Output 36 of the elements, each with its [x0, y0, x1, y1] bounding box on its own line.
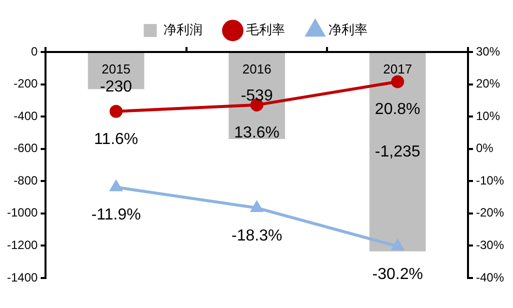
y2-tick-label: 20% [476, 76, 500, 91]
legend-label: 净利润 [163, 22, 202, 38]
data-label: 20.8% [374, 101, 420, 118]
legend-label: 毛利率 [246, 22, 285, 38]
y-tick-label: -600 [14, 141, 38, 156]
legend-label: 净利率 [328, 22, 368, 38]
y2-tick-label: -40% [476, 270, 504, 284]
y-tick-label: -1200 [6, 238, 38, 252]
data-label: -230 [100, 78, 132, 96]
point [392, 240, 404, 250]
y2-tick-label: 10% [476, 108, 500, 123]
data-label: 13.6% [234, 124, 280, 142]
point [110, 180, 122, 192]
x-tick-label: 2017 [383, 62, 412, 77]
y-tick-label: -1000 [6, 206, 38, 220]
data-label: -30.2% [372, 266, 423, 283]
point [251, 201, 263, 212]
data-label: -1,235 [374, 144, 420, 161]
y2-tick-label: 30% [476, 44, 500, 58]
point [110, 104, 123, 118]
y2-tick-label: -30% [476, 238, 504, 252]
x-tick-label: 2015 [102, 62, 131, 77]
x-tick-label: 2016 [242, 62, 272, 77]
y2-tick-label: -10% [476, 173, 504, 188]
y-tick-label: -800 [14, 173, 38, 188]
data-label: -18.3% [231, 227, 282, 244]
y2-tick-label: 0% [476, 141, 494, 156]
y-tick-label: -200 [14, 76, 38, 91]
y-tick-label: 0 [31, 44, 38, 58]
y-tick-label: -400 [14, 108, 38, 123]
y2-tick-label: -20% [476, 206, 504, 220]
data-label: -11.9% [91, 206, 141, 224]
data-label: 11.6% [94, 130, 138, 148]
y-tick-label: -1400 [6, 270, 38, 284]
point [391, 75, 404, 88]
data-label: -539 [240, 87, 273, 104]
